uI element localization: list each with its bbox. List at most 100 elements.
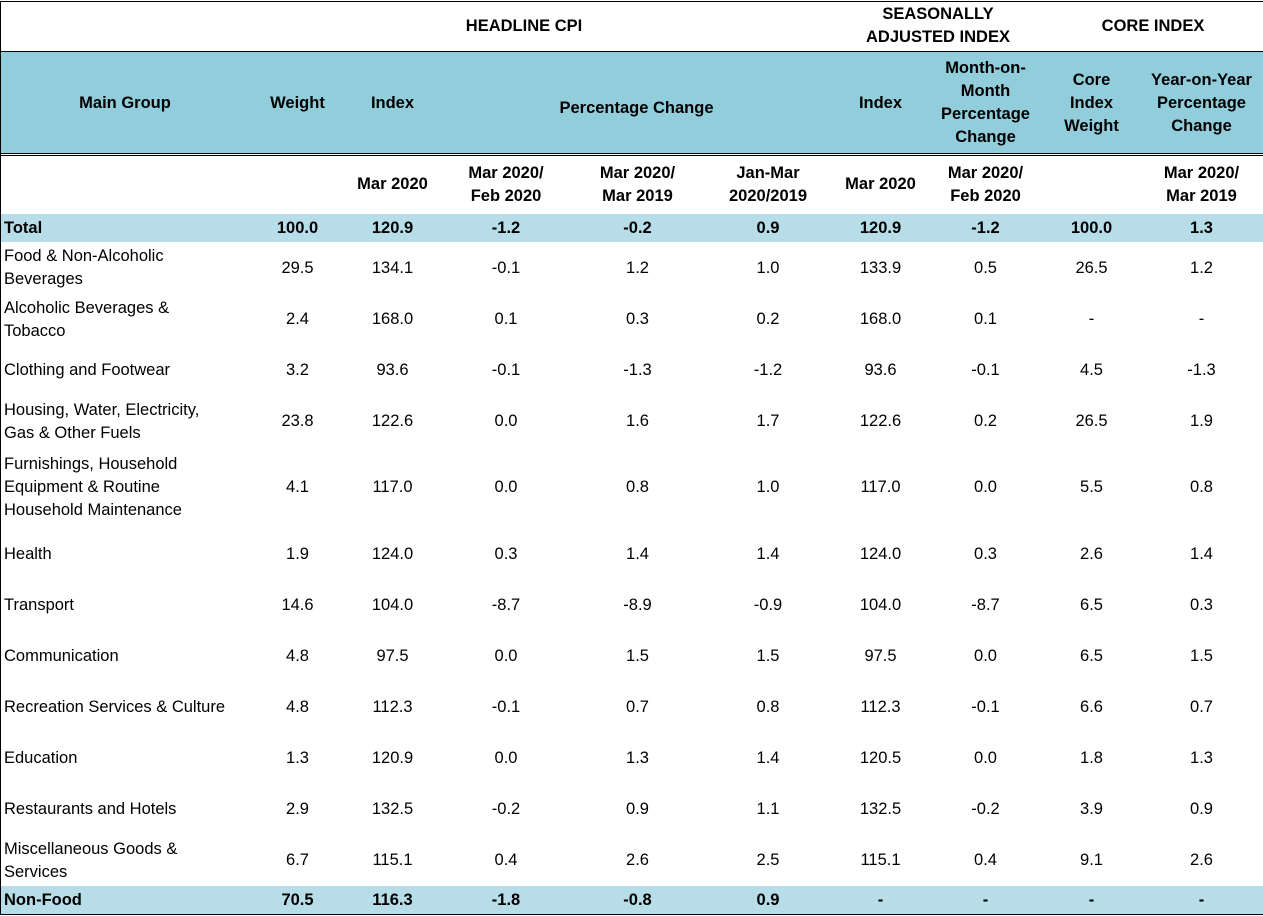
- group-title: HEADLINE CPI: [465, 16, 583, 35]
- group-title: SEASONALLY ADJUSTED INDEX: [866, 5, 1010, 46]
- rule: [0, 51, 1263, 52]
- cell: -: [982, 890, 989, 909]
- rule: [0, 1, 1, 914]
- cell: 1.5: [626, 647, 649, 665]
- cell: 0.0: [494, 749, 518, 767]
- cell: 0.0: [974, 478, 997, 496]
- cell: 93.6: [864, 361, 897, 379]
- cell: 1.2: [1190, 258, 1213, 277]
- cell: -: [1088, 890, 1095, 909]
- cell: 3.9: [1080, 800, 1103, 818]
- cell: 1.6: [626, 412, 649, 430]
- cell: 6.5: [1080, 596, 1103, 614]
- column-header: Index: [858, 93, 903, 112]
- column-header: Month-on- Month Percentage Change: [941, 59, 1030, 146]
- cell: -0.8: [623, 890, 652, 909]
- cell: 0.0: [974, 749, 997, 767]
- cell: -0.9: [753, 596, 783, 614]
- cell: 0.8: [626, 478, 649, 496]
- column-header: Main Group: [79, 93, 171, 112]
- cell: 0.9: [626, 800, 649, 818]
- rule: [0, 155, 1263, 156]
- cell: 124.0: [859, 544, 902, 563]
- cell: 0.0: [494, 412, 518, 430]
- cell: 6.5: [1080, 647, 1103, 665]
- cell: 112.3: [372, 698, 413, 716]
- rule: [0, 914, 1263, 915]
- cell: 122.6: [371, 412, 414, 430]
- cell: 97.5: [376, 647, 409, 665]
- cell: 97.5: [864, 647, 897, 665]
- row-label: Miscellaneous Goods & Services: [4, 839, 178, 881]
- cell: 70.5: [281, 890, 314, 909]
- cell: 120.9: [859, 218, 902, 237]
- cell: -8.9: [623, 596, 652, 614]
- cell: 104.0: [859, 596, 902, 614]
- cell: 1.3: [286, 749, 309, 767]
- cell: 124.0: [371, 544, 414, 563]
- cell: 116.3: [372, 890, 413, 909]
- cell: -0.2: [623, 218, 652, 237]
- subheader: Mar 2020/ Mar 2019: [1163, 163, 1240, 205]
- cell: 122.6: [859, 412, 902, 430]
- cell: 0.3: [626, 310, 649, 328]
- cell: -1.3: [623, 361, 652, 379]
- cell: 0.0: [494, 647, 518, 665]
- row-label: Furnishings, Household Equipment & Routi…: [4, 455, 182, 519]
- cell: 132.5: [859, 800, 902, 818]
- cell: -0.1: [491, 258, 521, 277]
- cell: 1.1: [756, 800, 780, 818]
- cell: 4.1: [286, 478, 309, 496]
- cell: 3.2: [286, 361, 309, 379]
- cell: 0.0: [494, 478, 518, 496]
- cell: 2.5: [756, 851, 780, 869]
- row-label: Restaurants and Hotels: [4, 800, 177, 818]
- cell: 5.5: [1080, 478, 1103, 496]
- column-header: Index: [370, 93, 415, 112]
- cell: 0.7: [626, 698, 649, 716]
- cell: -1.2: [971, 218, 1000, 237]
- row-label: Non-Food: [4, 890, 82, 909]
- column-header: Percentage Change: [559, 99, 714, 117]
- cell: 6.7: [286, 851, 309, 869]
- cell: 26.5: [1075, 412, 1108, 430]
- cell: 1.5: [756, 647, 780, 665]
- cell: 0.7: [1190, 698, 1213, 716]
- row-label: Clothing and Footwear: [4, 361, 171, 379]
- cell: 4.5: [1080, 361, 1103, 379]
- cell: 2.6: [626, 851, 649, 869]
- cell: 168.0: [371, 310, 414, 328]
- cell: 0.3: [494, 544, 518, 563]
- cell: 0.1: [974, 310, 997, 328]
- rule: [0, 1, 1263, 2]
- subheader: Mar 2020: [357, 175, 428, 193]
- cell: -8.7: [491, 596, 521, 614]
- cell: 26.5: [1075, 258, 1108, 277]
- cell: 14.6: [281, 596, 314, 614]
- nonfood-band: [0, 886, 1263, 914]
- cell: -1.3: [1187, 361, 1216, 379]
- cell: -0.1: [971, 361, 1000, 379]
- cell: 0.8: [756, 698, 780, 716]
- cell: 0.1: [494, 310, 518, 328]
- row-label: Recreation Services & Culture: [4, 698, 226, 716]
- cell: -1.2: [491, 218, 521, 237]
- cell: -1.2: [753, 361, 783, 379]
- row-label: Housing, Water, Electricity, Gas & Other…: [4, 400, 200, 442]
- column-header: Core Index Weight: [1064, 70, 1119, 135]
- cell: 0.3: [1190, 596, 1213, 614]
- cell: 2.9: [286, 800, 309, 818]
- row-label: Communication: [4, 647, 119, 665]
- cell: 1.4: [1190, 544, 1213, 563]
- cell: 120.5: [859, 749, 902, 767]
- cell: 0.9: [1190, 800, 1213, 818]
- cell: 1.9: [1190, 412, 1213, 430]
- cell: 1.9: [286, 544, 309, 563]
- cell: 1.3: [626, 749, 649, 767]
- cell: -0.2: [491, 800, 521, 818]
- cell: -: [1198, 890, 1205, 909]
- cell: 1.0: [756, 258, 780, 277]
- cell: 112.3: [860, 698, 901, 716]
- group-title: CORE INDEX: [1101, 16, 1205, 35]
